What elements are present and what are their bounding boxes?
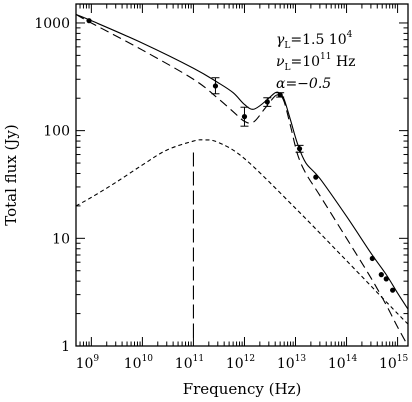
plot-frame [75, 3, 409, 347]
x-axis-label: Frequency (Hz) [183, 380, 302, 398]
y-tick-label: 1 [61, 339, 70, 355]
annotation-symbol: α=−0.5 [276, 76, 331, 92]
data-point [383, 276, 389, 282]
annotation-value: =10 [291, 54, 321, 70]
model-curves [76, 13, 408, 346]
annotation-superscript: 4 [347, 30, 353, 40]
data-point [277, 92, 283, 98]
x-tick-exponent: 11 [193, 354, 204, 364]
annotation-line: α=−0.5 [276, 76, 331, 92]
annotation-symbol: ν [276, 54, 285, 70]
data-point [264, 99, 270, 105]
x-tick-label: 1014 [328, 354, 358, 372]
x-tick-exponent: 13 [295, 354, 307, 364]
data-point [296, 146, 303, 152]
annotation-superscript: 11 [320, 52, 331, 62]
data-point [378, 272, 384, 278]
annotation-line: νL=1011 Hz [276, 52, 356, 73]
series-line-solid [76, 13, 408, 310]
x-tick-label: 1015 [379, 354, 409, 372]
x-tick-base: 10 [226, 356, 244, 372]
annotation-line: γL=1.5 104 [276, 30, 353, 51]
x-tick-exponent: 14 [346, 354, 358, 364]
annotation-subscript: L [284, 41, 290, 51]
data-point [369, 255, 375, 262]
y-tick-label: 100 [43, 124, 70, 140]
axis-ticks [75, 4, 408, 347]
x-tick-exponent: 10 [142, 354, 154, 364]
x-tick-label: 1013 [277, 354, 307, 372]
x-tick-label: 1010 [124, 354, 154, 372]
x-tick-base: 10 [379, 356, 397, 372]
data-point [86, 18, 92, 24]
y-axis-label: Total flux (Jy) [2, 124, 20, 226]
annotation-unit: Hz [332, 54, 356, 70]
annotation-value: =1.5 10 [290, 32, 346, 48]
annotation-subscript: L [285, 63, 291, 73]
data-point [241, 114, 248, 120]
data-point [212, 83, 219, 89]
y-tick-label: 1000 [34, 16, 70, 32]
x-tick-label: 109 [76, 354, 100, 372]
y-tick-label: 10 [52, 231, 70, 247]
x-tick-exponent: 9 [93, 354, 99, 364]
x-tick-base: 10 [175, 356, 193, 372]
x-tick-exponent: 12 [244, 354, 255, 364]
series-line-short-dash [76, 139, 408, 325]
x-tick-base: 10 [328, 356, 346, 372]
x-tick-base: 10 [124, 356, 142, 372]
data-point [313, 174, 319, 180]
series-line-long-dash [76, 13, 408, 346]
x-tick-base: 10 [277, 356, 295, 372]
x-tick-base: 10 [76, 356, 94, 372]
data-points [86, 18, 396, 293]
annotation-symbol: γ [276, 32, 285, 48]
x-tick-exponent: 15 [397, 354, 409, 364]
data-point [390, 287, 396, 293]
x-tick-label: 1011 [175, 354, 204, 372]
x-tick-label: 1012 [226, 354, 255, 372]
